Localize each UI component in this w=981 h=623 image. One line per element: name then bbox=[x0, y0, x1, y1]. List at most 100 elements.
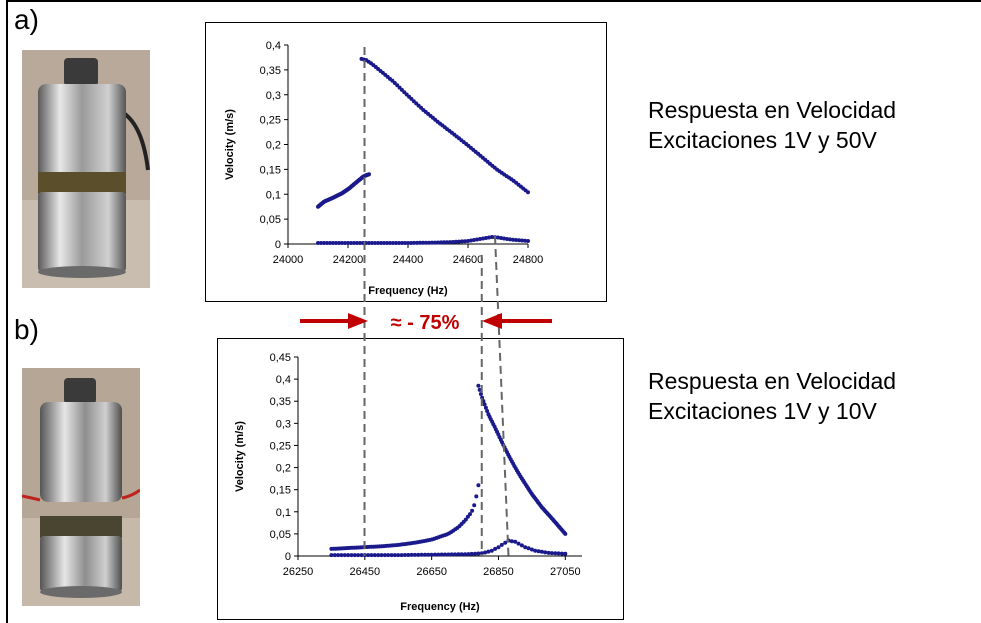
data-point bbox=[403, 241, 407, 245]
data-point bbox=[468, 512, 472, 517]
data-point bbox=[476, 551, 481, 556]
x-tick-label: 26850 bbox=[483, 566, 514, 578]
data-point bbox=[355, 241, 359, 245]
data-point bbox=[454, 239, 458, 244]
data-point bbox=[478, 237, 482, 241]
data-point bbox=[352, 241, 356, 245]
chart-a-frame bbox=[205, 22, 607, 302]
data-point bbox=[439, 240, 443, 245]
x-tick-label: 27050 bbox=[550, 566, 581, 578]
data-point bbox=[549, 551, 554, 556]
data-point bbox=[526, 239, 530, 243]
data-point bbox=[379, 553, 384, 558]
y-tick-label: 0,4 bbox=[266, 40, 281, 52]
data-point bbox=[329, 553, 334, 558]
y-tick-label: 0,3 bbox=[266, 90, 281, 102]
data-point bbox=[543, 550, 548, 555]
data-point bbox=[399, 553, 404, 558]
data-point bbox=[449, 552, 454, 557]
data-point bbox=[332, 553, 337, 558]
data-point bbox=[513, 539, 518, 544]
data-point bbox=[367, 241, 371, 245]
x-axis-label: Frequency (Hz) bbox=[400, 601, 480, 613]
x-axis-label: Frequency (Hz) bbox=[368, 285, 448, 297]
data-point bbox=[346, 553, 351, 558]
data-point bbox=[343, 241, 347, 245]
data-point bbox=[356, 553, 361, 558]
data-point bbox=[466, 239, 470, 243]
data-point bbox=[490, 235, 494, 239]
data-point bbox=[391, 241, 395, 245]
data-point bbox=[529, 547, 534, 552]
data-point bbox=[426, 552, 431, 557]
data-point bbox=[372, 553, 377, 558]
data-point bbox=[334, 241, 338, 245]
y-tick-label: 0,25 bbox=[270, 440, 291, 452]
panel-b-label: b) bbox=[14, 314, 39, 345]
data-point bbox=[349, 241, 353, 245]
data-point bbox=[546, 550, 551, 555]
data-point bbox=[406, 553, 411, 557]
data-point bbox=[523, 238, 527, 243]
y-tick-label: 0,1 bbox=[276, 507, 291, 519]
data-point bbox=[339, 553, 344, 558]
data-point bbox=[486, 549, 491, 554]
data-point bbox=[379, 241, 383, 245]
data-point bbox=[389, 553, 394, 558]
y-tick-label: 0,05 bbox=[260, 214, 281, 226]
panel-a-caption-line2: Excitaciones 1V y 50V bbox=[648, 127, 877, 153]
arrow-left-pointing-icon bbox=[482, 313, 502, 329]
data-point bbox=[526, 546, 531, 551]
data-point bbox=[516, 541, 521, 546]
data-point bbox=[376, 241, 380, 245]
data-point bbox=[493, 546, 498, 551]
data-point bbox=[358, 241, 362, 245]
data-point bbox=[505, 237, 509, 241]
data-point bbox=[472, 503, 477, 508]
y-axis-label: Velocity (m/s) bbox=[224, 109, 236, 180]
data-point bbox=[328, 241, 332, 245]
data-point bbox=[388, 241, 392, 245]
data-point bbox=[373, 241, 377, 245]
chart-1: 0 0,05 0,1 0,15 0,2 0,25 0,3 0,35 0,4 0,45 26250 26… bbox=[234, 352, 582, 613]
data-point bbox=[526, 190, 530, 195]
data-point bbox=[433, 240, 437, 245]
series-1 bbox=[476, 383, 568, 536]
data-point bbox=[382, 241, 386, 245]
x-tick-label: 26450 bbox=[350, 566, 381, 578]
shift-annotation: ≈ - 75% bbox=[300, 312, 552, 334]
data-point bbox=[337, 241, 341, 245]
data-point bbox=[366, 553, 371, 558]
data-point bbox=[463, 517, 468, 522]
data-point bbox=[421, 240, 425, 245]
data-point bbox=[499, 236, 503, 240]
data-point bbox=[496, 235, 500, 240]
data-point bbox=[446, 552, 451, 557]
data-point bbox=[514, 238, 518, 242]
data-point bbox=[503, 540, 508, 545]
data-point bbox=[539, 549, 544, 554]
data-point bbox=[556, 551, 561, 556]
data-point bbox=[322, 241, 326, 245]
data-point bbox=[394, 241, 398, 245]
data-point bbox=[563, 551, 568, 556]
panel-a-caption-line1: Respuesta en Velocidad bbox=[648, 97, 897, 123]
data-point bbox=[517, 238, 521, 243]
data-point bbox=[409, 552, 414, 557]
x-tick-label: 24200 bbox=[333, 254, 364, 266]
guide-line-right bbox=[494, 235, 510, 557]
frame-top-border bbox=[6, 0, 981, 2]
chart-b-frame bbox=[217, 338, 624, 620]
data-point bbox=[469, 238, 473, 243]
x-tick-label: 24400 bbox=[393, 254, 424, 266]
data-point bbox=[336, 553, 341, 558]
data-point bbox=[340, 241, 344, 245]
data-point bbox=[448, 240, 452, 245]
panel-b-caption-line2: Excitaciones 1V y 10V bbox=[648, 398, 877, 424]
data-point bbox=[451, 240, 455, 244]
data-point bbox=[430, 240, 434, 245]
data-point bbox=[465, 514, 470, 519]
data-point bbox=[560, 551, 564, 556]
data-point bbox=[442, 240, 446, 245]
series-1 bbox=[359, 56, 530, 195]
